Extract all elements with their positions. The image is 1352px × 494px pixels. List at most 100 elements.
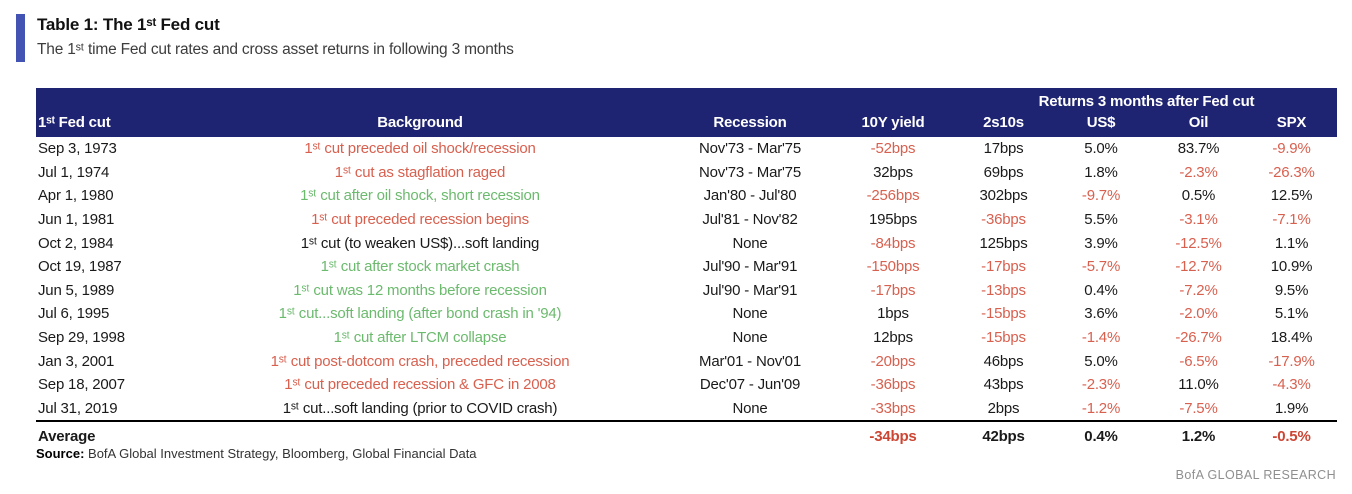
table-cell: Jun 5, 1989: [38, 281, 115, 299]
table-cell: 3.6%: [1084, 305, 1118, 323]
source-label: Source:: [36, 446, 85, 461]
table-cell: 0.5%: [1181, 187, 1216, 205]
table-cell: 11.0%: [1178, 376, 1219, 394]
column-header: Background: [170, 111, 670, 137]
table-cell: 1ˢᵗ cut was 12 months before recession: [293, 281, 547, 299]
column-header: Recession: [670, 111, 830, 137]
table-cell: 69bps: [983, 163, 1024, 181]
table-cell: -84bps: [870, 234, 916, 252]
table-cell: 46bps: [983, 352, 1024, 370]
table-row: Apr 1, 1980 1ˢᵗ cut after oil shock, shor…: [36, 184, 1337, 208]
table-cell: 12bps: [873, 329, 913, 347]
table-cell: -7.5%: [1179, 399, 1218, 417]
table-cell: 1ˢᵗ cut...soft landing (prior to COVID c…: [282, 399, 558, 417]
table-cell: 5.1%: [1274, 305, 1309, 323]
source-text: BofA Global Investment Strategy, Bloombe…: [84, 446, 477, 461]
table-cell: 125bps: [979, 234, 1028, 252]
table-cell: 5.0%: [1084, 352, 1118, 370]
table-cell: -13bps: [981, 281, 1026, 299]
table-cell: None: [732, 399, 768, 417]
table-cell: 17bps: [983, 140, 1024, 158]
table-cell: 195bps: [868, 211, 917, 229]
table-cell: 5.5%: [1084, 211, 1118, 229]
table-cell: [170, 420, 670, 452]
table-cell: 1ˢᵗ cut preceded recession begins: [311, 211, 529, 229]
table-cell: -17bps: [981, 258, 1026, 276]
table-row: Jun 1, 1981 1ˢᵗ cut preceded recession be…: [36, 208, 1337, 232]
table-cell: None: [732, 329, 768, 347]
title-block: Table 1: The 1ˢᵗ Fed cut The 1ˢᵗ time Fe…: [16, 14, 514, 62]
table-cell: 0.4%: [1051, 420, 1151, 452]
table-cell: -7.2%: [1179, 281, 1218, 299]
table-cell: 1ˢᵗ cut after oil shock, short recession: [300, 187, 540, 205]
table-cell: 3.9%: [1084, 234, 1118, 252]
table-cell: 1ˢᵗ cut as stagflation raged: [334, 163, 506, 181]
table-cell: -26.7%: [1175, 329, 1222, 347]
table-cell: 1bps: [877, 305, 909, 323]
table-cell: -36bps: [870, 376, 916, 394]
table-cell: 9.5%: [1274, 281, 1309, 299]
table-title: Table 1: The 1ˢᵗ Fed cut: [37, 15, 220, 34]
table-cell: None: [732, 305, 768, 323]
table-row: Sep 18, 2007 1ˢᵗ cut preceded recession &…: [36, 373, 1337, 397]
table-cell: -20bps: [870, 352, 916, 370]
table-cell: 2bps: [987, 399, 1020, 417]
table-cell: 5.0%: [1084, 140, 1118, 158]
column-header: Oil: [1151, 111, 1246, 137]
table-cell: Jul 31, 2019: [38, 399, 118, 417]
table-cell: 1ˢᵗ cut preceded recession & GFC in 2008: [284, 376, 556, 394]
returns-span-header: Returns 3 months after Fed cut: [956, 88, 1338, 111]
table-cell: Sep 29, 1998: [38, 329, 125, 347]
table-cell: Average: [36, 420, 170, 452]
span-header-row: Returns 3 months after Fed cut: [36, 88, 1338, 111]
table-row: Jan 3, 2001 1ˢᵗ cut post-dotcom crash, pr…: [36, 349, 1337, 373]
table-cell: -7.1%: [1272, 211, 1311, 229]
table-row: Oct 2, 1984 1ˢᵗ cut (to weaken US$)...sof…: [36, 231, 1337, 255]
table-cell: -26.3%: [1268, 163, 1315, 181]
table-cell: Jan'80 - Jul'80: [703, 187, 797, 205]
table-cell: 83.7%: [1177, 140, 1220, 158]
table-cell: 12.5%: [1270, 187, 1313, 205]
table-cell: -17bps: [870, 281, 916, 299]
brand-footer: BofA GLOBAL RESEARCH: [1175, 468, 1336, 482]
table-row: Sep 29, 1998 1ˢᵗ cut after LTCM collapse N…: [36, 326, 1337, 350]
table-cell: 43bps: [983, 376, 1024, 394]
table-cell: -1.2%: [1081, 399, 1121, 417]
table-cell: Jul 6, 1995: [38, 305, 110, 323]
table-cell: -4.3%: [1272, 376, 1311, 394]
accent-bar: [16, 14, 25, 62]
table-cell: 10.9%: [1270, 258, 1313, 276]
table-cell: 42bps: [956, 420, 1051, 452]
table-cell: 18.4%: [1270, 329, 1313, 347]
table-cell: Apr 1, 1980: [38, 187, 114, 205]
table-cell: -2.3%: [1081, 376, 1121, 394]
table-cell: -256bps: [866, 187, 920, 205]
table-cell: Jul'81 - Nov'82: [702, 211, 798, 229]
table-cell: -15bps: [981, 305, 1026, 323]
table-cell: 1ˢᵗ cut post-dotcom crash, preceded rece…: [270, 352, 570, 370]
table-cell: 1.1%: [1274, 234, 1309, 252]
source-line: Source: BofA Global Investment Strategy,…: [36, 446, 477, 461]
table-cell: 1ˢᵗ cut after stock market crash: [320, 258, 520, 276]
table-cell: 1.9%: [1274, 399, 1309, 417]
table-subtitle: The 1ˢᵗ time Fed cut rates and cross ass…: [37, 41, 514, 58]
span-header-spacer: [36, 88, 956, 111]
table-cell: -33bps: [870, 399, 916, 417]
table-cell: -36bps: [981, 211, 1026, 229]
column-header: 10Y yield: [830, 111, 956, 137]
table-cell: -17.9%: [1268, 352, 1315, 370]
table-cell: 1ˢᵗ cut (to weaken US$)...soft landing: [300, 234, 540, 252]
table-cell: Dec'07 - Jun'09: [699, 376, 801, 394]
table-cell: 1.2%: [1151, 420, 1246, 452]
table-cell: Oct 2, 1984: [38, 234, 114, 252]
average-row: Average -34bps 42bps 0.4% 1.2% -0.5%: [36, 420, 1338, 452]
table-cell: -52bps: [870, 140, 916, 158]
table-cell: 1ˢᵗ cut preceded oil shock/recession: [304, 140, 536, 158]
table-cell: 1.8%: [1084, 163, 1118, 181]
table-cell: 32bps: [873, 163, 913, 181]
table-cell: -3.1%: [1179, 211, 1218, 229]
table-cell: Jul'90 - Mar'91: [702, 281, 798, 299]
column-header: US$: [1051, 111, 1151, 137]
table-cell: Jul'90 - Mar'91: [702, 258, 798, 276]
table-cell: -9.7%: [1081, 187, 1121, 205]
